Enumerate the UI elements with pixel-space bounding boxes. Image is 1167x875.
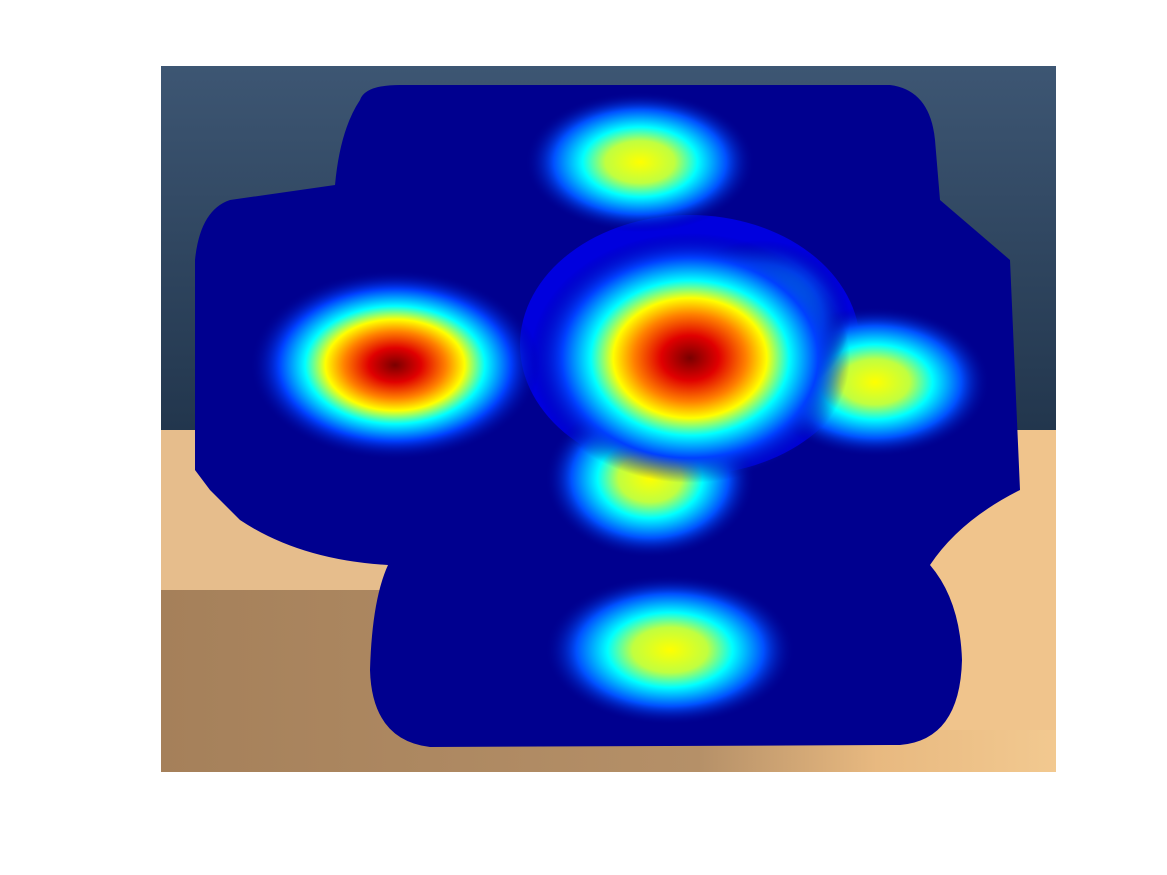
heat-spots [250, 92, 990, 725]
heat-spot [525, 92, 755, 232]
heat-spot [530, 233, 850, 483]
heat-spot [250, 270, 540, 460]
heat-spot [545, 575, 795, 725]
